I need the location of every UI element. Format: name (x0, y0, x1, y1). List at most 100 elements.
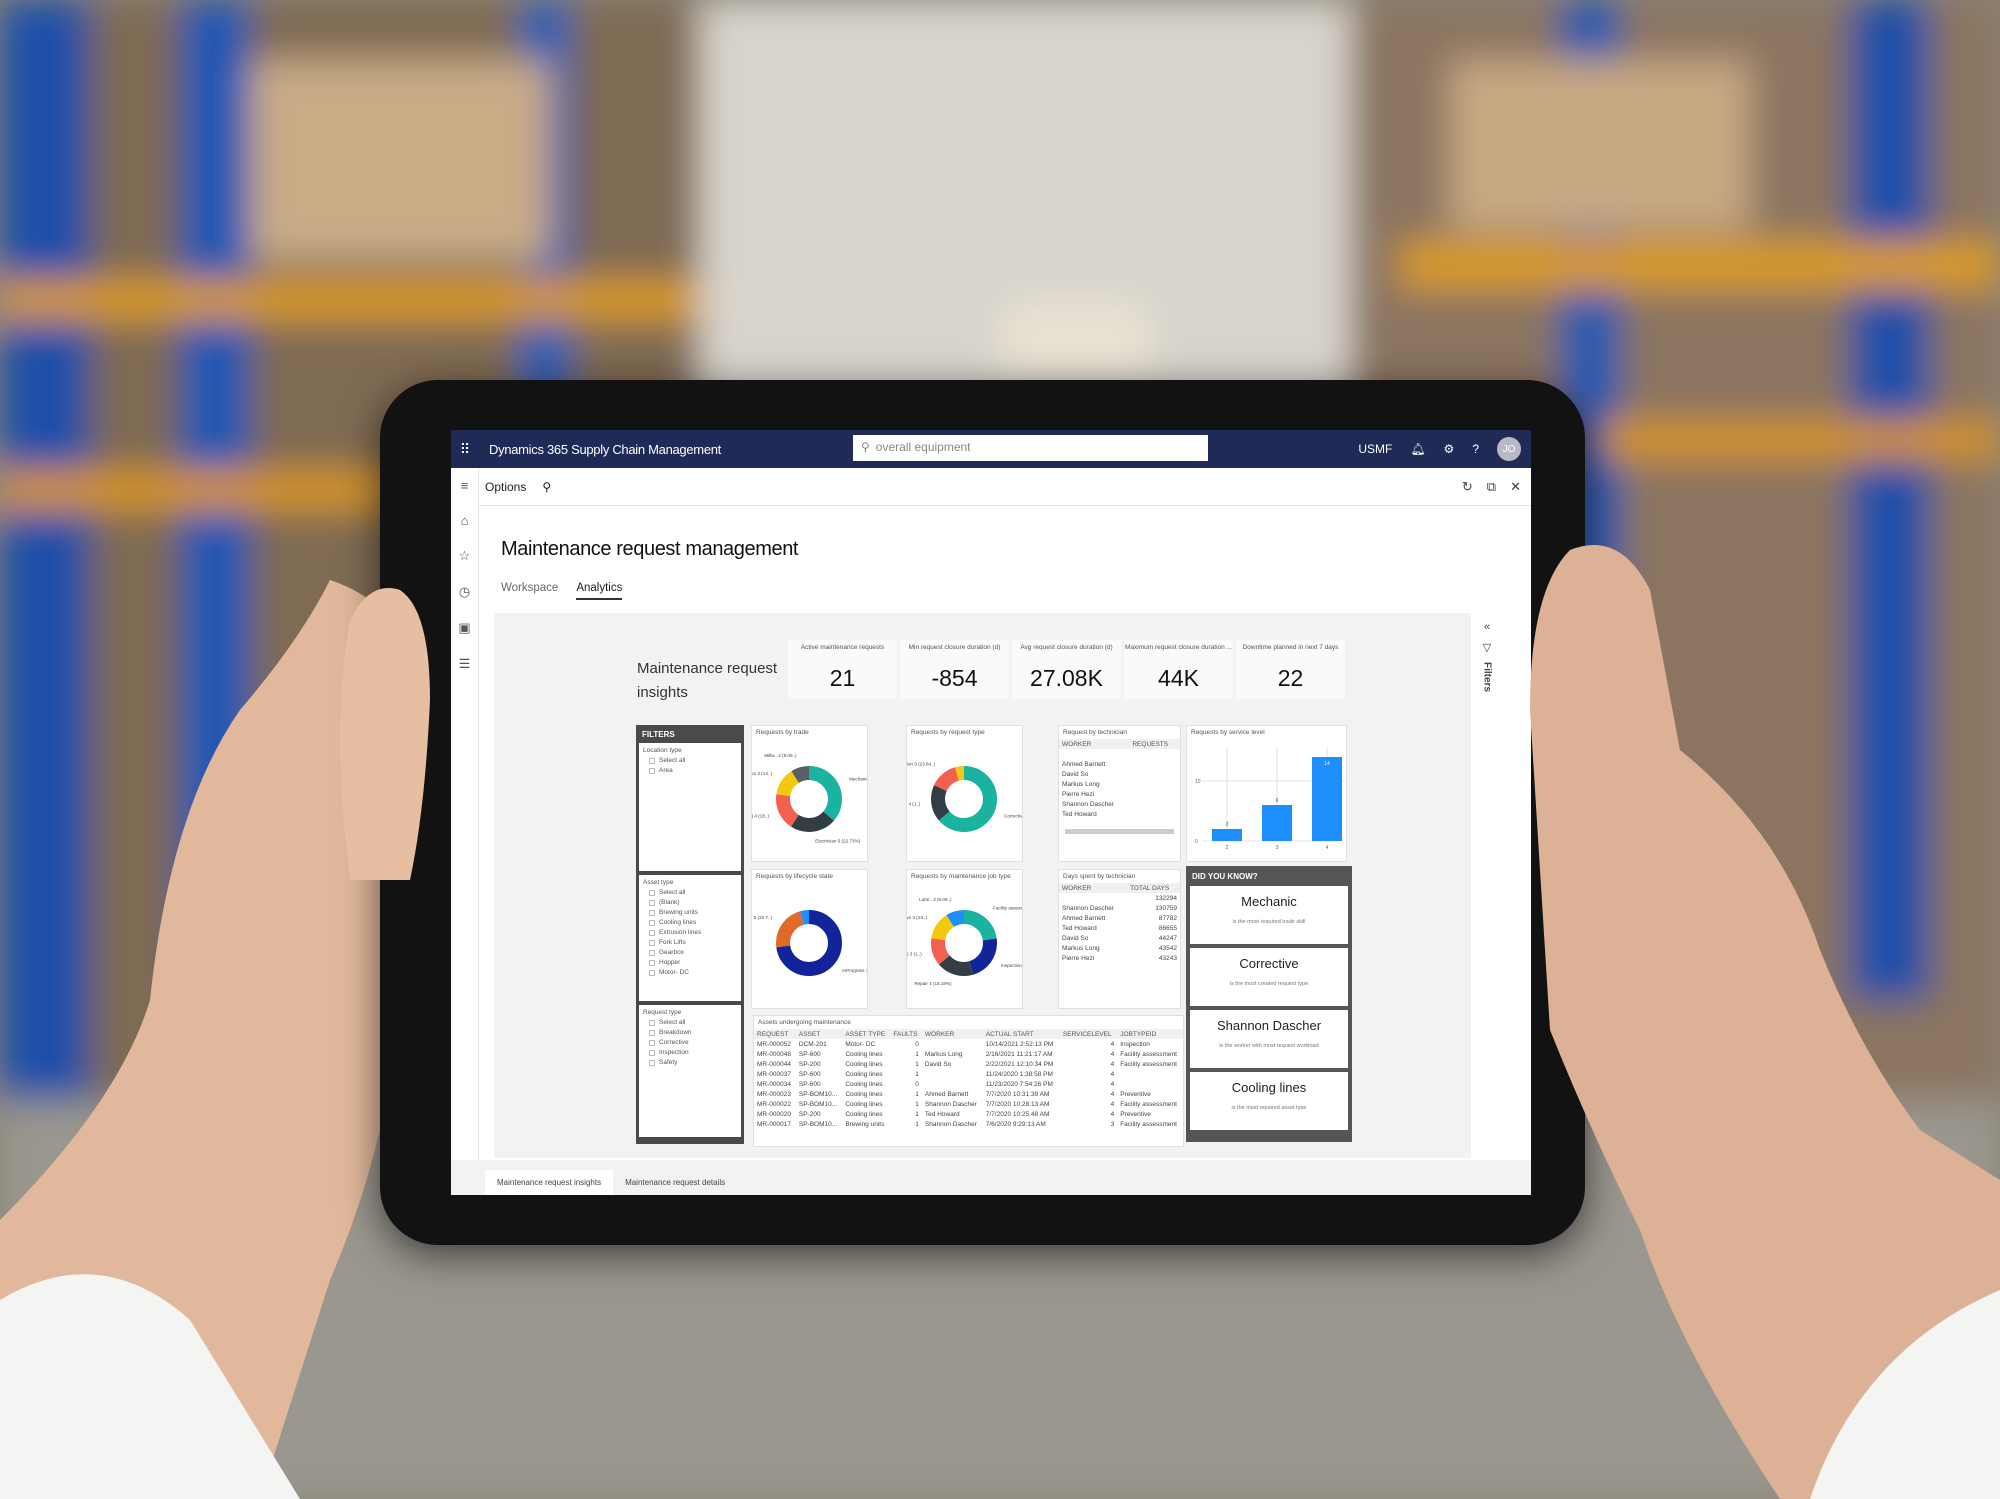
table-row[interactable]: MR-000023 SP-BOM10... Cooling lines 1 Ahmed … (754, 1089, 1183, 1099)
filters-pane-toggle[interactable]: « ▽ Filters (1473, 613, 1501, 1158)
refresh-icon[interactable]: ↻ (1461, 479, 1473, 494)
table-row[interactable]: MR-000048 SP-600 Cooling lines 1 Markus Long… (754, 1049, 1183, 1059)
checkbox[interactable] (649, 909, 655, 916)
table-row[interactable]: 132294 (1059, 893, 1180, 903)
filter-checkbox-item[interactable]: Breakdown (649, 1029, 737, 1036)
table-row[interactable]: Ted Howard (1059, 809, 1180, 819)
star-icon[interactable]: ☆ (458, 548, 471, 563)
filter-checkbox-item[interactable]: Hopper (649, 959, 737, 966)
filter-checkbox-item[interactable]: Extrusion lines (649, 929, 737, 936)
table-row[interactable]: MR-000052 DCM-201 Motor- DC 0 10/14/2021 2:5… (754, 1039, 1183, 1049)
close-icon[interactable]: ✕ (1510, 479, 1521, 494)
table-row[interactable]: Ahmed Barnett 87782 (1059, 913, 1180, 923)
filter-checkbox-item[interactable]: Select all (649, 889, 737, 896)
filter-checkbox-item[interactable]: Fork Lifts (649, 939, 737, 946)
column-header[interactable]: ASSET TYPE (842, 1029, 891, 1039)
column-header[interactable]: ACTUAL START (982, 1029, 1060, 1039)
checkbox[interactable] (649, 959, 655, 966)
checkbox[interactable] (649, 1049, 655, 1056)
checkbox[interactable] (649, 757, 655, 764)
donut-slice[interactable] (931, 910, 997, 976)
donut-slice[interactable] (776, 766, 842, 832)
table-row[interactable]: MR-000034 SP-600 Cooling lines 0 11/23/2020 … (754, 1079, 1183, 1089)
column-header[interactable]: SERVICELEVEL (1059, 1029, 1118, 1039)
filter-checkbox-item[interactable]: Select all (649, 757, 737, 764)
table-row[interactable]: Ahmed Barnett (1059, 759, 1180, 769)
donut-slice[interactable] (776, 910, 842, 976)
donut-slice[interactable] (931, 766, 997, 832)
table-row[interactable]: MR-000044 SP-200 Cooling lines 1 David So 2/2… (754, 1059, 1183, 1069)
checkbox[interactable] (649, 1059, 655, 1066)
table-row[interactable]: David So 44247 (1059, 933, 1180, 943)
checkbox[interactable] (649, 1019, 655, 1026)
donut-slice[interactable] (931, 910, 997, 976)
filter-checkbox-item[interactable]: Cooling lines (649, 919, 737, 926)
column-header[interactable]: JOBTYPEID (1117, 1029, 1183, 1039)
list-icon[interactable]: ☰ (458, 656, 471, 671)
home-icon[interactable]: ⌂ (460, 513, 469, 528)
filter-checkbox-item[interactable]: Select all (649, 1019, 737, 1026)
collapse-chevron-icon[interactable]: « (1483, 621, 1491, 633)
checkbox[interactable] (649, 899, 655, 906)
donut-slice[interactable] (776, 766, 842, 832)
open-new-window-icon[interactable]: ⧉ (1486, 479, 1497, 494)
tab-analytics[interactable]: Analytics (576, 582, 623, 600)
filter-checkbox-item[interactable]: Area (649, 767, 737, 774)
table-row[interactable]: MR-000020 SP-200 Cooling lines 1 Ted Howard 7… (754, 1109, 1183, 1119)
checkbox[interactable] (649, 889, 655, 896)
checkbox[interactable] (649, 949, 655, 956)
checkbox[interactable] (649, 939, 655, 946)
filter-checkbox-item[interactable]: Gearbox (649, 949, 737, 956)
filter-checkbox-item[interactable]: Safety (649, 1059, 737, 1066)
table-row[interactable]: Ted Howard 86655 (1059, 923, 1180, 933)
table-row[interactable]: Pierre Hezi (1059, 789, 1180, 799)
company-selector[interactable]: USMF (1358, 442, 1393, 456)
column-header[interactable]: FAULTS (890, 1029, 922, 1039)
table-row[interactable]: MR-000022 SP-BOM10... Cooling lines 1 Shanno… (754, 1099, 1183, 1109)
filter-checkbox-item[interactable]: Brewing units (649, 909, 737, 916)
bar[interactable] (1212, 829, 1242, 841)
tab-workspace[interactable]: Workspace (501, 582, 559, 594)
checkbox[interactable] (649, 929, 655, 936)
checkbox[interactable] (649, 767, 655, 774)
workspace-icon[interactable]: ▣ (458, 620, 471, 635)
column-header[interactable]: TOTAL DAYS (1127, 883, 1180, 893)
column-header[interactable]: REQUEST (754, 1029, 796, 1039)
filter-checkbox-item[interactable]: Motor- DC (649, 969, 737, 976)
bar[interactable] (1312, 757, 1342, 841)
checkbox[interactable] (649, 919, 655, 926)
search-icon[interactable]: ⚲ (542, 479, 552, 494)
tab-maintenance-request-details[interactable]: Maintenance request details (625, 1178, 726, 1187)
table-row[interactable]: MR-000037 SP-600 Cooling lines 1 11/24/2020 … (754, 1069, 1183, 1079)
column-header[interactable]: WORKER (1059, 883, 1128, 893)
avatar[interactable]: JO (1497, 437, 1521, 461)
column-header[interactable]: REQUESTS (1129, 739, 1180, 749)
help-icon[interactable]: ? (1472, 442, 1479, 456)
column-header[interactable]: ASSET (795, 1029, 843, 1039)
checkbox[interactable] (649, 1029, 655, 1036)
gear-icon[interactable]: ⚙ (1443, 442, 1455, 456)
donut-slice[interactable] (776, 766, 842, 832)
filter-checkbox-item[interactable]: Inspection (649, 1049, 737, 1056)
table-row[interactable]: Pierre Hezi 43243 (1059, 953, 1180, 963)
table-row[interactable]: David So (1059, 769, 1180, 779)
bar[interactable] (1262, 805, 1292, 841)
column-header[interactable]: WORKER (921, 1029, 983, 1039)
donut-slice[interactable] (931, 910, 997, 976)
table-row[interactable]: Shannon Dascher (1059, 799, 1180, 809)
filter-checkbox-item[interactable]: (Blank) (649, 899, 737, 906)
filter-checkbox-item[interactable]: Corrective (649, 1039, 737, 1046)
clock-icon[interactable]: ◷ (458, 584, 471, 599)
horizontal-scrollbar[interactable] (1065, 829, 1174, 834)
donut-slice[interactable] (776, 910, 842, 976)
table-row[interactable]: Markus Long 43542 (1059, 943, 1180, 953)
column-header[interactable]: WORKER (1059, 739, 1130, 749)
table-row[interactable]: MR-000017 SP-BOM10... Brewing units 1 Shanno… (754, 1119, 1183, 1129)
checkbox[interactable] (649, 969, 655, 976)
bell-icon[interactable]: 🔔︎ (1410, 442, 1426, 456)
hamburger-icon[interactable]: ≡ (460, 478, 469, 493)
donut-slice[interactable] (931, 910, 997, 976)
table-row[interactable]: Markus Long (1059, 779, 1180, 789)
checkbox[interactable] (649, 1039, 655, 1046)
app-launcher-icon[interactable]: ⠿ (459, 440, 471, 457)
